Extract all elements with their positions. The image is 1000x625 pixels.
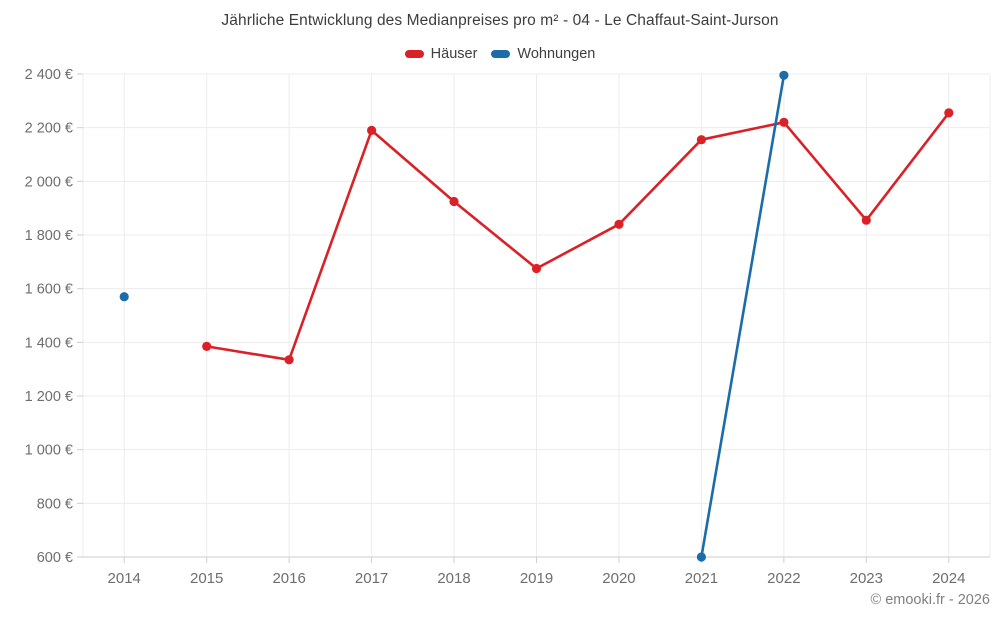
legend-label-haeuser: Häuser [430,46,478,62]
data-point [449,196,459,207]
svg-text:2 000 €: 2 000 € [25,174,73,190]
svg-text:2022: 2022 [767,570,800,587]
svg-text:800 €: 800 € [37,496,73,512]
chart-title: Jährliche Entwicklung des Medianpreises … [221,12,779,29]
series-line [700,74,786,559]
svg-text:2016: 2016 [272,570,305,587]
svg-text:2021: 2021 [685,570,718,587]
wohnungen-legend-swatch-icon [491,50,511,58]
svg-text:2 200 €: 2 200 € [25,121,73,137]
data-point [779,117,789,127]
svg-text:2017: 2017 [355,570,388,587]
series-line [205,111,951,362]
data-point [531,263,542,274]
legend-label-wohnungen: Wohnungen [517,46,596,62]
legend-item-haeuser[interactable]: Häuser [404,46,478,62]
data-point [779,70,789,80]
svg-text:1 600 €: 1 600 € [25,282,73,298]
svg-text:1 200 €: 1 200 € [25,389,73,405]
data-point [861,215,871,225]
svg-text:2023: 2023 [850,570,883,587]
data-point [614,219,624,229]
axes [77,73,990,563]
data-point [119,292,129,302]
data-point [284,355,294,365]
svg-text:2024: 2024 [932,570,965,587]
data-point [202,341,212,351]
svg-text:600 €: 600 € [37,550,73,566]
data-point [696,552,707,562]
svg-text:1 400 €: 1 400 € [25,335,73,351]
legend: Häuser Wohnungen [0,46,1000,62]
svg-text:2019: 2019 [520,570,553,587]
svg-text:2 400 €: 2 400 € [25,67,73,83]
legend-item-wohnungen[interactable]: Wohnungen [491,46,595,62]
axis-labels: 600 € 800 € 1 000 € 1 200 € 1 400 € 1 600 € 1 … [25,67,966,587]
svg-text:1 800 €: 1 800 € [25,228,73,244]
gridlines [82,73,991,557]
svg-text:2020: 2020 [602,570,635,587]
haeuser-legend-swatch-icon [404,50,424,58]
svg-text:2014: 2014 [108,570,141,587]
series [119,70,954,562]
data-point [944,108,954,118]
svg-text:2018: 2018 [437,570,470,587]
copyright-text: © emooki.fr - 2026 [870,592,990,608]
svg-text:2015: 2015 [190,570,223,587]
data-point [367,125,377,135]
svg-text:1 000 €: 1 000 € [25,443,73,459]
data-point [696,135,707,145]
